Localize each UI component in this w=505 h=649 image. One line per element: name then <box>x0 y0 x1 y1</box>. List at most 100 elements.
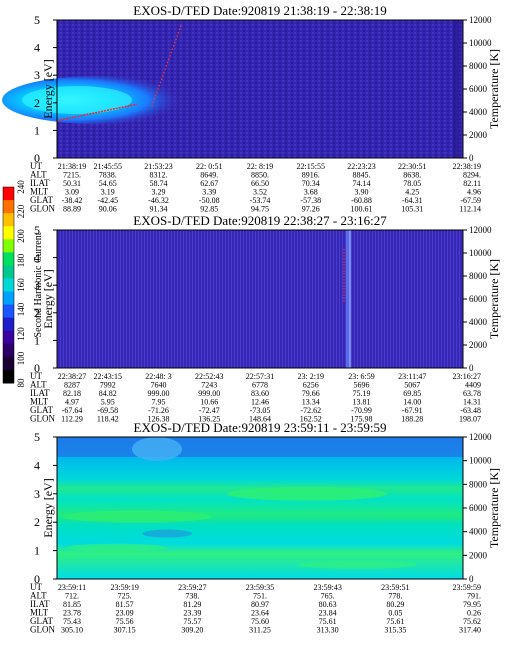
y-tick-label: 1 <box>34 544 40 558</box>
temperature-point <box>343 276 345 278</box>
y2-tick-label: 0 <box>469 363 474 373</box>
table-cell: 7243 <box>201 381 217 390</box>
temperature-point <box>343 285 345 287</box>
table-cell: 23.09 <box>116 609 134 618</box>
table-cell: 198.07 <box>459 415 481 424</box>
temperature-point <box>164 68 166 70</box>
table-cell: 8294. <box>463 171 481 180</box>
table-cell: 13.34 <box>302 398 320 407</box>
temperature-point <box>343 264 345 266</box>
table-cell: 5067 <box>404 381 420 390</box>
y2-axis-label: Temperature [K] <box>487 468 501 548</box>
y-tick-label: 3 <box>34 68 40 82</box>
table-cell: 309.20 <box>181 626 203 635</box>
table-cell: 22:15:55 <box>297 162 325 171</box>
colorbar-tick-label: 220 <box>16 204 26 218</box>
y2-tick-label: 10000 <box>469 248 492 258</box>
table-cell: 23.64 <box>251 609 269 618</box>
table-cell: 791. <box>467 592 481 601</box>
y2-tick-label: 10000 <box>469 38 492 48</box>
temperature-point <box>343 258 345 260</box>
table-cell: 75.61 <box>319 617 337 626</box>
temperature-point <box>154 94 157 97</box>
temperature-point <box>343 255 345 257</box>
temperature-point <box>343 261 345 263</box>
plot-area <box>57 230 463 368</box>
y-tick-label: 2 <box>34 96 40 110</box>
table-cell: 112.14 <box>459 205 481 214</box>
temperature-point <box>177 31 180 34</box>
y-tick-label: 3 <box>34 278 40 292</box>
table-row-label: GLAT <box>30 616 53 626</box>
temperature-point <box>343 267 345 269</box>
table-cell: 75.19 <box>353 389 371 398</box>
table-cell: 7215. <box>63 171 81 180</box>
temperature-point <box>152 101 154 104</box>
table-cell: 22:52:43 <box>195 372 223 381</box>
table-cell: 23.78 <box>63 609 81 618</box>
y-tick-label: 0 <box>34 572 40 586</box>
colorbar-tick-label: 240 <box>16 180 26 194</box>
table-cell: 88.89 <box>63 205 81 214</box>
table-cell: 94.75 <box>251 205 269 214</box>
temperature-point <box>157 88 159 90</box>
table-cell: 315.35 <box>384 626 406 635</box>
y2-tick-label: 0 <box>469 574 474 584</box>
bright-stripe <box>346 230 350 368</box>
table-cell: 7992 <box>100 381 116 390</box>
table-cell: 4409 <box>465 381 481 390</box>
table-cell: 69.85 <box>403 389 421 398</box>
y2-tick-label: 8000 <box>469 479 488 489</box>
table-cell: -67.59 <box>460 196 481 205</box>
y-axis-label: Energy [eV] <box>41 59 55 118</box>
colorbar-segment <box>3 239 14 253</box>
table-cell: -71.26 <box>148 406 169 415</box>
table-cell: 22:38:19 <box>453 162 481 171</box>
table-cell: 63.78 <box>463 389 481 398</box>
table-cell: 22:38:27 <box>58 372 86 381</box>
table-cell: 21:38:19 <box>58 162 86 171</box>
table-cell: 8638. <box>403 171 421 180</box>
temperature-point <box>343 288 345 290</box>
table-cell: 23:59:11 <box>58 583 86 592</box>
table-cell: 82.18 <box>63 389 81 398</box>
colorbar-tick-label: 200 <box>16 229 26 243</box>
y2-tick-label: 4000 <box>469 317 488 327</box>
table-cell: 82.11 <box>463 179 481 188</box>
y2-tick-label: 6000 <box>469 503 488 513</box>
heat-core <box>22 86 132 115</box>
table-cell: -73.05 <box>250 406 271 415</box>
green-band <box>297 560 417 569</box>
table-cell: 3.39 <box>202 188 216 197</box>
table-cell: 136.25 <box>198 415 220 424</box>
chart-title: EXOS-D/TED Date:920819 23:59:11 - 23:59:… <box>134 420 387 435</box>
table-cell: 999.00 <box>148 389 170 398</box>
table-cell: 23.39 <box>183 609 201 618</box>
temperature-point <box>175 38 177 41</box>
table-cell: 8850. <box>251 171 269 180</box>
table-cell: 22:57:31 <box>246 372 274 381</box>
colorbar-tick-label: 180 <box>16 253 26 267</box>
colorbar-segment <box>3 252 14 266</box>
table-cell: -50.08 <box>199 196 220 205</box>
table-cell: 22:48: 3 <box>145 372 171 381</box>
table-row-label: ILAT <box>30 388 50 398</box>
temperature-trace <box>56 103 138 122</box>
table-cell: 54.65 <box>99 179 117 188</box>
temperature-point <box>343 273 345 275</box>
temperature-point <box>151 104 153 107</box>
chart-panel-3: EXOS-D/TED Date:920819 23:59:11 - 23:59:… <box>30 420 501 635</box>
table-row-label: ILAT <box>30 178 50 188</box>
y-tick-label: 4 <box>34 458 40 472</box>
y2-tick-label: 8000 <box>469 271 488 281</box>
table-cell: 21:53:23 <box>144 162 172 171</box>
colorbar-frame <box>2 186 15 384</box>
y2-tick-label: 12000 <box>469 432 492 442</box>
temperature-point <box>162 74 164 77</box>
table-cell: 23:59:35 <box>246 583 274 592</box>
y2-tick-label: 6000 <box>469 294 488 304</box>
y2-tick-label: 2000 <box>469 550 488 560</box>
table-cell: -72.62 <box>300 406 321 415</box>
